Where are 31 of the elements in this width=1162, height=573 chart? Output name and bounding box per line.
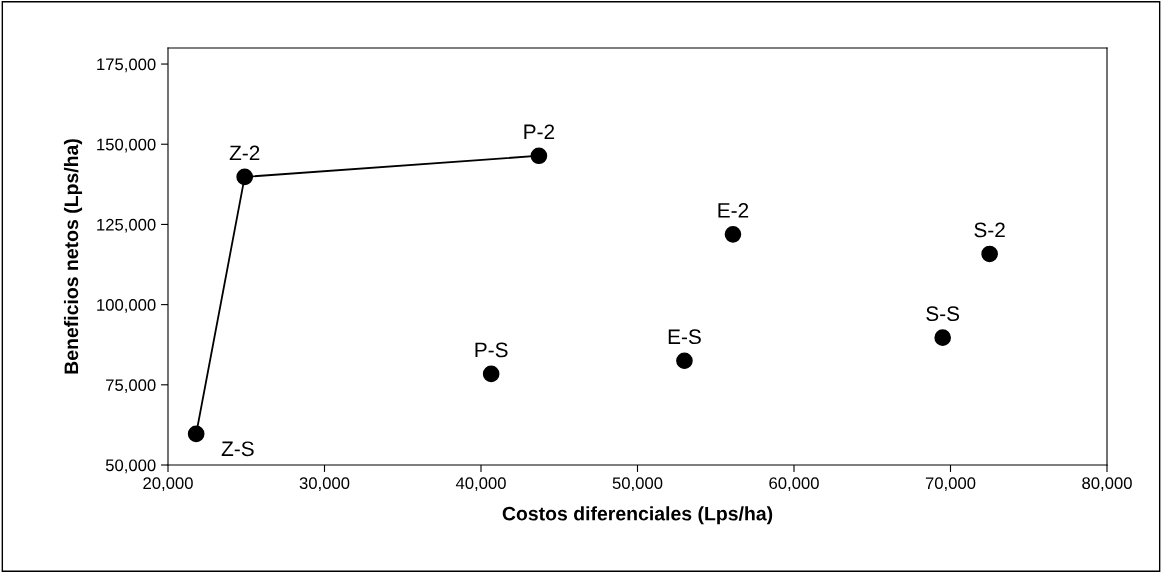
annotation: E-2 [718,202,749,218]
x-axis-title: Costos diferenciales (Lps/ha) [502,506,773,525]
annotation: P-2 [524,124,555,139]
annotation: E-S [668,329,701,345]
x-tick-label: 30,000 [299,477,350,492]
annotation: S-S [926,306,960,322]
annotation: S-2 [974,222,1005,238]
annotation: P-S [475,342,508,358]
point [236,168,254,186]
x-tick-label: 60,000 [769,477,819,492]
point [530,147,548,165]
point [482,365,500,383]
annotation: Z-S [221,441,254,457]
x-tick-label: 40,000 [455,477,506,492]
x-tick-label: 70,000 [925,477,976,492]
point [724,226,742,243]
y-tick-label: 125,000 [97,218,156,233]
y-tick-label: 100,000 [97,299,156,313]
point [981,245,998,263]
point [676,352,693,370]
point [187,425,205,443]
y-tick-label: 75,000 [106,379,156,393]
y-tick-label: 50,000 [105,459,156,474]
y-tick-label: 150,000 [97,138,156,153]
x-tick-label: 50,000 [612,477,663,492]
y-axis-title: Beneficios netos (Lps/ha) [63,139,83,374]
point [934,329,951,346]
y-tick-label: 175,000 [97,58,156,73]
x-tick-label: 80,000 [1082,477,1132,492]
annotation: Z-2 [229,145,260,161]
x-tick-label: 20,000 [143,477,193,492]
